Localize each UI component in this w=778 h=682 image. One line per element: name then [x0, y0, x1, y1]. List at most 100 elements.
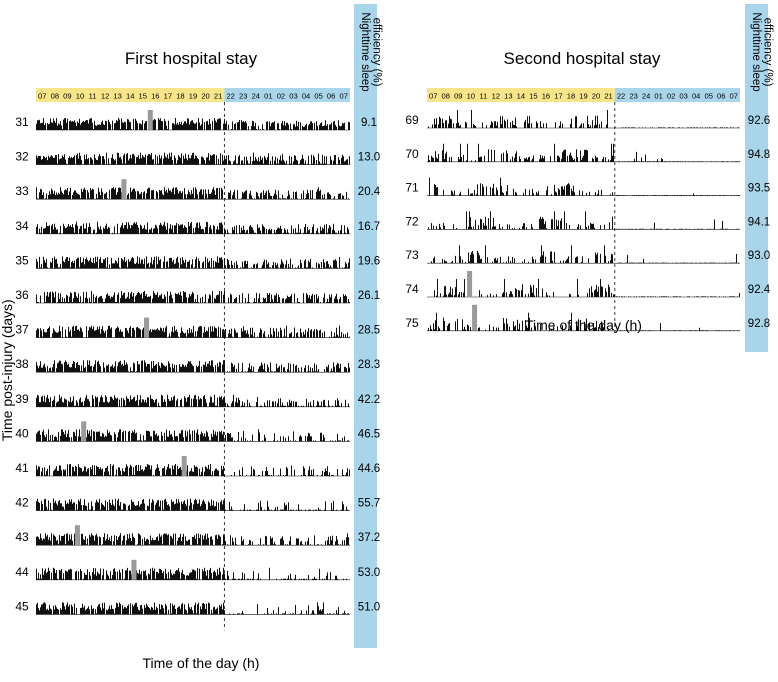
hour-tick-label: 10	[76, 92, 84, 101]
row-efficiency-value: 42.2	[358, 394, 380, 406]
actogram-row: 70 94.8	[405, 143, 770, 163]
actogram-row: 72 94.1	[405, 211, 770, 230]
efficiency-label-line1: Nighttime sleep	[750, 12, 762, 91]
row-day-label: 36	[15, 288, 29, 302]
actogram-row: 35 19.6	[15, 253, 380, 269]
hour-tick-label: 13	[113, 92, 121, 101]
efficiency-label-line2: efficiency (%)	[371, 18, 383, 87]
activity-trace	[36, 464, 350, 476]
activity-trace	[36, 221, 349, 234]
hour-tick-label: 07	[429, 92, 437, 101]
actogram-row: 34 16.7	[15, 219, 380, 235]
hour-tick-label: 22	[226, 92, 234, 101]
row-efficiency-value: 37.2	[358, 532, 380, 544]
hour-tick-label: 03	[679, 92, 687, 101]
activity-trace	[429, 177, 740, 196]
hour-tick-label: 12	[101, 92, 109, 101]
row-day-label: 41	[15, 461, 29, 475]
row-day-label: 38	[15, 357, 29, 371]
hour-tick-label: 02	[667, 92, 675, 101]
day-band	[36, 88, 225, 102]
row-efficiency-value: 28.3	[358, 359, 380, 371]
activity-trace	[434, 279, 740, 297]
row-efficiency-value: 94.1	[748, 216, 770, 228]
night-band	[224, 88, 350, 102]
gray-marker	[472, 304, 478, 331]
activity-trace	[36, 291, 350, 303]
hour-tick-label: 24	[252, 92, 260, 101]
row-day-label: 42	[15, 496, 29, 510]
efficiency-label-line1: Nighttime sleep	[359, 12, 371, 91]
activity-trace	[36, 256, 350, 269]
actogram-row: 43 37.2	[15, 525, 380, 546]
actogram-row: 39 42.2	[15, 392, 380, 408]
hour-tick-label: 09	[63, 92, 71, 101]
hour-tick-label: 24	[642, 92, 650, 101]
actogram-row: 40 46.5	[15, 421, 380, 442]
hour-tick-label: 10	[467, 92, 475, 101]
x-axis-label: Time of the day (h)	[143, 655, 260, 671]
activity-trace	[36, 325, 350, 338]
hour-tick-label: 18	[176, 92, 184, 101]
activity-trace	[36, 118, 350, 130]
hour-tick-label: 19	[189, 92, 197, 101]
activity-trace	[36, 360, 350, 373]
hour-tick-label: 05	[704, 92, 712, 101]
actogram-row: 42 55.7	[15, 496, 380, 511]
gray-marker	[74, 525, 80, 546]
row-day-label: 37	[15, 323, 29, 337]
hour-tick-label: 18	[567, 92, 575, 101]
row-efficiency-value: 53.0	[358, 567, 380, 579]
actogram-row: 75 92.8	[405, 304, 770, 332]
hour-tick-label: 02	[277, 92, 285, 101]
hour-tick-label: 23	[239, 92, 247, 101]
gray-marker	[144, 317, 150, 338]
row-efficiency-value: 16.7	[358, 221, 380, 233]
hour-tick-label: 08	[51, 92, 59, 101]
row-day-label: 33	[15, 184, 29, 198]
hour-tick-label: 12	[492, 92, 500, 101]
row-day-label: 39	[15, 392, 29, 406]
gray-marker	[81, 421, 87, 442]
efficiency-sidebar-label: Nighttime sleepefficiency (%)	[750, 12, 774, 91]
activity-trace	[36, 602, 349, 615]
row-efficiency-value: 28.5	[358, 325, 380, 337]
efficiency-label-line2: efficiency (%)	[762, 18, 774, 87]
row-efficiency-value: 44.6	[358, 463, 380, 475]
panel-second-stay: Nighttime sleepefficiency (%) Second hosp…	[405, 4, 774, 352]
actogram-row: 32 13.0	[15, 150, 380, 165]
hour-tick-label: 04	[302, 92, 310, 101]
actogram-row: 45 51.0	[15, 599, 380, 615]
hour-tick-label: 16	[542, 92, 550, 101]
row-efficiency-value: 46.5	[358, 428, 380, 440]
row-efficiency-value: 92.4	[748, 284, 771, 296]
hour-tick-label: 17	[164, 92, 172, 101]
row-day-label: 45	[15, 599, 29, 613]
actogram-row: 37 28.5	[15, 317, 380, 338]
row-day-label: 74	[405, 282, 419, 296]
row-efficiency-value: 94.8	[748, 149, 770, 161]
x-axis-label: Time of the day (h)	[525, 317, 642, 333]
activity-trace	[36, 394, 349, 407]
actogram-row: 71 93.5	[405, 177, 770, 196]
hour-tick-label: 11	[89, 92, 97, 101]
row-day-label: 75	[405, 316, 419, 330]
activity-trace	[428, 143, 740, 162]
activity-trace	[431, 245, 739, 264]
gray-marker	[467, 271, 473, 297]
panel-first-stay: Nighttime sleepefficiency (%) First hospi…	[0, 4, 383, 671]
actogram-row: 33 20.4	[15, 179, 381, 200]
activity-trace	[428, 110, 739, 128]
row-day-label: 71	[405, 181, 419, 195]
hour-tick-label: 07	[339, 92, 347, 101]
row-day-label: 31	[15, 115, 29, 129]
hour-tick-label: 05	[314, 92, 322, 101]
activity-trace	[36, 567, 347, 580]
hour-tick-label: 03	[289, 92, 297, 101]
hour-tick-label: 01	[264, 92, 272, 101]
y-axis-label: Time post-injury (days)	[0, 299, 15, 441]
hour-tick-label: 22	[617, 92, 625, 101]
hour-tick-label: 08	[442, 92, 450, 101]
row-efficiency-value: 9.1	[361, 117, 377, 129]
